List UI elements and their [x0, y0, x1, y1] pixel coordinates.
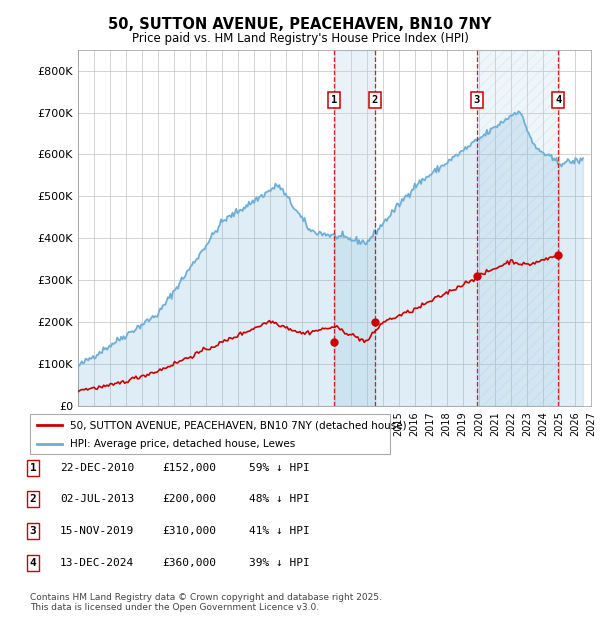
- Text: 2: 2: [29, 494, 37, 504]
- Text: HPI: Average price, detached house, Lewes: HPI: Average price, detached house, Lewe…: [70, 438, 295, 449]
- FancyBboxPatch shape: [30, 414, 390, 454]
- Text: 41% ↓ HPI: 41% ↓ HPI: [249, 526, 310, 536]
- Text: £152,000: £152,000: [162, 463, 216, 473]
- Text: Price paid vs. HM Land Registry's House Price Index (HPI): Price paid vs. HM Land Registry's House …: [131, 32, 469, 45]
- Text: 4: 4: [555, 95, 561, 105]
- Text: 39% ↓ HPI: 39% ↓ HPI: [249, 558, 310, 568]
- Text: £360,000: £360,000: [162, 558, 216, 568]
- Text: Contains HM Land Registry data © Crown copyright and database right 2025.
This d: Contains HM Land Registry data © Crown c…: [30, 593, 382, 612]
- Text: 3: 3: [29, 526, 37, 536]
- Text: 1: 1: [331, 95, 337, 105]
- Bar: [334, 50, 374, 406]
- Text: 50, SUTTON AVENUE, PEACEHAVEN, BN10 7NY (detached house): 50, SUTTON AVENUE, PEACEHAVEN, BN10 7NY …: [70, 420, 406, 430]
- Text: 13-DEC-2024: 13-DEC-2024: [60, 558, 134, 568]
- Bar: [476, 50, 559, 406]
- Text: £310,000: £310,000: [162, 526, 216, 536]
- Text: 2: 2: [371, 95, 378, 105]
- Text: 4: 4: [29, 558, 37, 568]
- Text: 02-JUL-2013: 02-JUL-2013: [60, 494, 134, 504]
- Text: 15-NOV-2019: 15-NOV-2019: [60, 526, 134, 536]
- Text: £200,000: £200,000: [162, 494, 216, 504]
- Text: 1: 1: [29, 463, 37, 473]
- Text: 22-DEC-2010: 22-DEC-2010: [60, 463, 134, 473]
- Text: 50, SUTTON AVENUE, PEACEHAVEN, BN10 7NY: 50, SUTTON AVENUE, PEACEHAVEN, BN10 7NY: [109, 17, 491, 32]
- Text: 59% ↓ HPI: 59% ↓ HPI: [249, 463, 310, 473]
- Text: 3: 3: [473, 95, 480, 105]
- Text: 48% ↓ HPI: 48% ↓ HPI: [249, 494, 310, 504]
